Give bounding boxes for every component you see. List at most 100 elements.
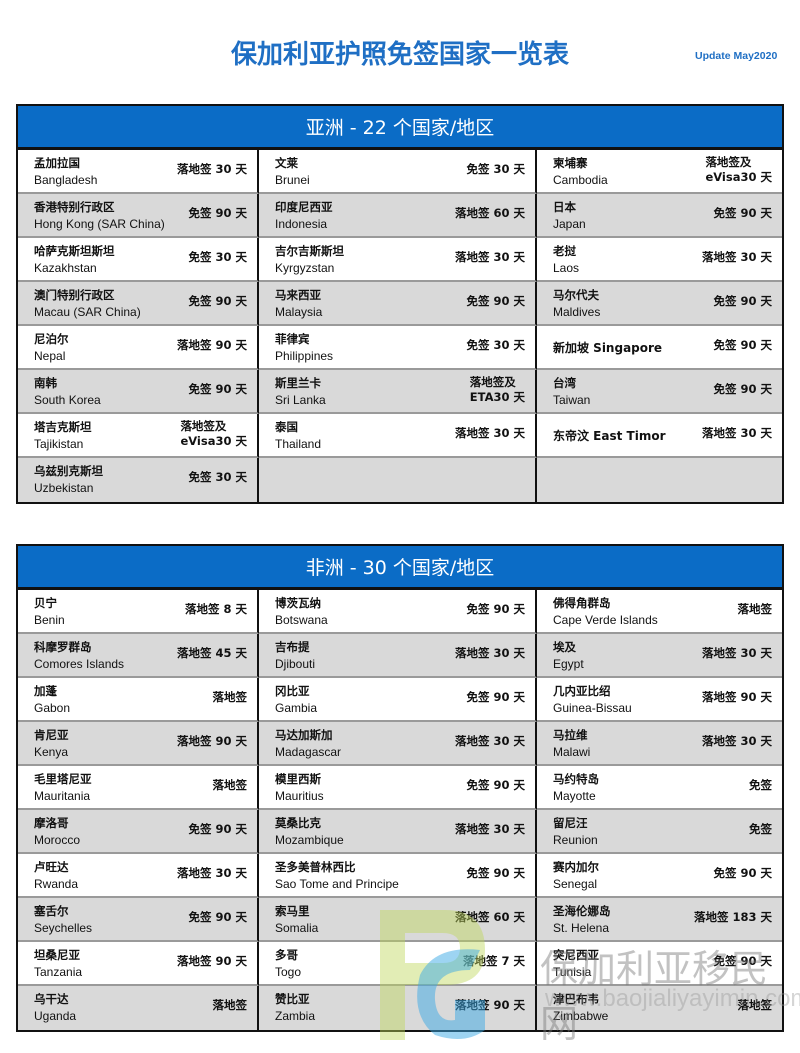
country-name-en: Mozambique [275,833,344,847]
country-cell: 泰国 Thailand 落地签 30 天 [259,414,537,458]
country-name-zh: 吉布提 [275,640,310,654]
country-cell: 孟加拉国 Bangladesh 落地签 30 天 [18,150,259,194]
country-cell: 摩洛哥 Morocco 免签 90 天 [18,810,259,854]
country-name-zh: 马约特岛 [553,772,599,786]
country-name-zh: 香港特别行政区 [34,200,115,214]
update-date: Update May2020 [695,50,778,62]
country-name-en: Malawi [553,745,591,759]
country-name-en: Tajikistan [34,437,84,451]
visa-status: 落地签 [737,998,773,1012]
country-name-zh: 乌干达 [34,992,69,1006]
visa-status: 落地签及 eVisa30 天 [180,419,247,448]
country-cell: 吉尔吉斯斯坦 Kyrgyzstan 落地签 30 天 [259,238,537,282]
country-cell: 马尔代夫 Maldives 免签 90 天 [537,282,782,326]
country-name-zh: 斯里兰卡 [275,376,321,390]
country-name-zh: 科摩罗群岛 [34,640,92,654]
country-name-zh: 赞比亚 [275,992,310,1006]
country-name-zh: 柬埔寨 [553,156,588,170]
country-name-en: Laos [553,261,580,275]
country-cell: 肯尼亚 Kenya 落地签 90 天 [18,722,259,766]
visa-status: 落地签 90 天 [176,338,247,352]
country-name-zh: 塔吉克斯坦 [34,420,92,434]
country-name-zh: 几内亚比绍 [553,684,611,698]
country-name-zh: 莫桑比克 [275,816,321,830]
country-cell: 澳门特别行政区 Macau (SAR China) 免签 90 天 [18,282,259,326]
visa-status: 落地签 30 天 [176,162,247,176]
country-name-en: Bangladesh [34,173,98,187]
country-cell: 马约特岛 Mayotte 免签 [537,766,782,810]
country-name-en: Uganda [34,1009,77,1023]
visa-status: 落地签 [212,690,248,704]
country-name-zh: 加蓬 [34,684,57,698]
country-name-zh: 老挝 [553,244,576,258]
visa-status: 免签 90 天 [713,294,772,308]
country-cell: 东帝汶 East Timor 落地签 30 天 [537,414,782,458]
country-cell: 模里西斯 Mauritius 免签 90 天 [259,766,537,810]
country-name-zh: 马尔代夫 [553,288,599,302]
country-cell: 几内亚比绍 Guinea-Bissau 落地签 90 天 [537,678,782,722]
visa-status: 免签 90 天 [188,294,247,308]
asia-section-heading: 亚洲 - 22 个国家/地区 [18,106,782,150]
country-cell: 加蓬 Gabon 落地签 [18,678,259,722]
country-name-en: Maldives [553,305,601,319]
visa-status: 落地签 45 天 [176,646,247,660]
country-name-en: Reunion [553,833,598,847]
country-name-zh: 东帝汶 East Timor [553,429,666,443]
visa-status: 免签 90 天 [713,206,772,220]
country-cell: 赞比亚 Zambia 落地签 90 天 [259,986,537,1030]
country-name-zh: 澳门特别行政区 [34,288,115,302]
country-cell: 坦桑尼亚 Tanzania 落地签 90 天 [18,942,259,986]
country-cell: 突尼西亚 Tunisia 免签 90 天 [537,942,782,986]
country-name-en: Rwanda [34,877,79,891]
visa-status: 落地签 30 天 [176,866,247,880]
country-name-en: Malaysia [275,305,323,319]
country-cell: 塞舌尔 Seychelles 免签 90 天 [18,898,259,942]
country-cell: 圣海伦娜岛 St. Helena 落地签 183 天 [537,898,782,942]
visa-status: 落地签 [737,602,773,616]
empty-cell [259,458,537,502]
visa-status: 落地签 30 天 [701,426,772,440]
country-name-zh: 冈比亚 [275,684,310,698]
country-name-en: Gambia [275,701,318,715]
country-name-zh: 毛里塔尼亚 [34,772,92,786]
country-cell: 赛内加尔 Senegal 免签 90 天 [537,854,782,898]
country-cell: 索马里 Somalia 落地签 60 天 [259,898,537,942]
country-name-zh: 赛内加尔 [553,860,599,874]
country-cell: 乌兹别克斯坦 Uzbekistan 免签 30 天 [18,458,259,502]
visa-status: 免签 90 天 [188,206,247,220]
visa-status: 免签 90 天 [713,954,772,968]
visa-status: 落地签 7 天 [462,954,525,968]
country-cell: 文莱 Brunei 免签 30 天 [259,150,537,194]
country-name-zh: 日本 [553,200,576,214]
country-cell: 津巴布韦 Zimbabwe 落地签 [537,986,782,1030]
visa-status: 免签 30 天 [188,250,247,264]
visa-status: 落地签 [212,998,248,1012]
asia-country-grid: 孟加拉国 Bangladesh 落地签 30 天文莱 Brunei 免签 30 天柬埔寨… [18,150,782,502]
country-cell: 马拉维 Malawi 落地签 30 天 [537,722,782,766]
country-name-en: Djibouti [275,657,316,671]
visa-status: 落地签 [212,778,248,792]
country-name-en: Togo [275,965,302,979]
country-cell: 斯里兰卡 Sri Lanka 落地签及 ETA30 天 [259,370,537,414]
country-cell: 柬埔寨 Cambodia 落地签及 eVisa30 天 [537,150,782,194]
country-name-zh: 乌兹别克斯坦 [34,464,103,478]
country-name-en: Tunisia [553,965,592,979]
empty-cell [537,458,782,502]
country-cell: 香港特别行政区 Hong Kong (SAR China) 免签 90 天 [18,194,259,238]
visa-status: 落地签 30 天 [701,734,772,748]
country-name-en: Kazakhstan [34,261,97,275]
country-name-zh: 新加坡 Singapore [553,341,663,355]
country-name-zh: 孟加拉国 [34,156,80,170]
country-cell: 留尼汪 Reunion 免签 [537,810,782,854]
country-name-en: Mayotte [553,789,596,803]
country-name-en: Sri Lanka [275,393,326,407]
country-name-zh: 塞舌尔 [34,904,69,918]
country-name-zh: 泰国 [275,420,298,434]
country-name-en: Indonesia [275,217,328,231]
country-cell: 马来西亚 Malaysia 免签 90 天 [259,282,537,326]
visa-status: 免签 90 天 [713,382,772,396]
visa-status: 落地签及 ETA30 天 [469,375,525,404]
visa-status: 落地签 30 天 [454,822,525,836]
visa-status: 免签 [749,778,772,792]
country-cell: 新加坡 Singapore 免签 90 天 [537,326,782,370]
